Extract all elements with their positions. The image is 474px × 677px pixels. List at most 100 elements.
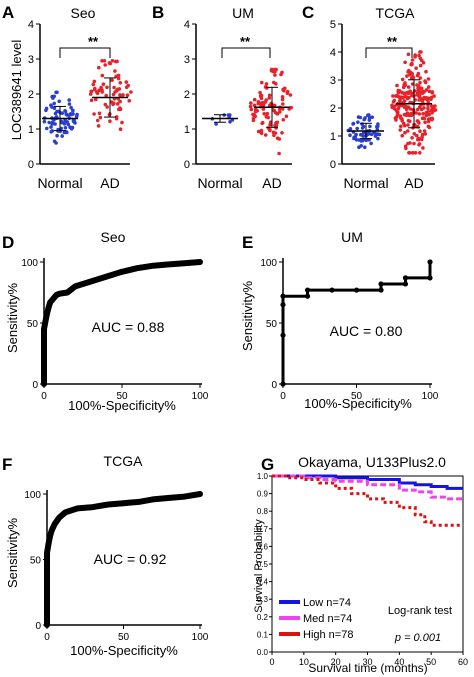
ad-point <box>118 106 122 110</box>
ad-point <box>259 128 264 133</box>
panel-b-points <box>202 67 294 156</box>
ad-point <box>428 97 433 101</box>
ad-point <box>267 93 272 98</box>
normal-point <box>60 134 64 138</box>
panel-label-e: E <box>242 233 253 252</box>
ad-point <box>281 118 286 122</box>
significance-bracket <box>221 47 271 58</box>
ad-point <box>421 112 425 116</box>
significance-bracket <box>59 47 111 58</box>
panel-c-points <box>346 50 438 155</box>
ad-point <box>430 116 435 121</box>
ad-point <box>417 94 422 98</box>
y-tick-label: 2 <box>184 89 190 101</box>
panel-e-title: UM <box>341 229 363 245</box>
ad-point <box>403 94 408 98</box>
normal-point <box>360 126 365 130</box>
normal-point <box>49 130 53 134</box>
ad-point <box>426 106 430 111</box>
y-tick-label: 0.6 <box>257 542 269 551</box>
ad-point <box>402 123 407 128</box>
ad-point <box>103 63 107 67</box>
ad-point <box>401 91 406 95</box>
ad-point <box>403 130 407 135</box>
ad-point <box>421 116 425 120</box>
normal-point <box>228 120 232 124</box>
ad-point <box>115 102 120 106</box>
legend-label-med: Med n=74 <box>303 613 352 625</box>
ad-point <box>127 99 131 103</box>
ad-point <box>249 107 254 112</box>
legend-label-high: High n=78 <box>303 629 353 641</box>
x-tick-label: 100 <box>422 391 439 402</box>
ad-point <box>248 104 253 109</box>
y-tick-label: 0.2 <box>257 613 269 622</box>
panel-g: G Okayama, U133Plus2.0 Survival Probabil… <box>253 454 468 675</box>
panel-e-roc: 0 50 100 0 50 100 <box>260 258 439 402</box>
ad-point <box>413 53 418 57</box>
y-tick-label: 4 <box>330 47 336 59</box>
ad-point <box>420 137 424 142</box>
ad-point <box>391 100 396 104</box>
ad-point <box>253 114 257 119</box>
ad-point <box>407 151 412 155</box>
ad-point <box>411 75 415 79</box>
normal-point <box>354 132 358 137</box>
normal-point <box>42 119 47 124</box>
normal-point <box>50 94 54 99</box>
roc-point <box>427 275 433 281</box>
km-curve-low <box>272 474 463 490</box>
normal-point <box>356 120 360 124</box>
normal-point <box>356 115 361 119</box>
panel-a-cat-ad: AD <box>100 175 119 191</box>
ad-point <box>99 85 103 90</box>
significance-bracket <box>365 47 413 58</box>
normal-point <box>57 99 61 104</box>
ad-point <box>414 66 418 70</box>
roc-point <box>378 281 384 287</box>
ad-point <box>107 61 112 65</box>
ad-point <box>93 86 97 91</box>
ad-point <box>400 77 405 82</box>
ad-point <box>260 80 264 85</box>
ad-point <box>118 99 122 104</box>
ad-point <box>96 124 101 128</box>
ad-point <box>97 65 101 70</box>
panel-b-axes: 0 1 2 3 4 <box>184 19 292 171</box>
ad-point <box>421 146 425 150</box>
panel-e-xlabel: 100%-Specificity% <box>304 396 412 411</box>
ad-point <box>280 95 285 99</box>
y-tick-label: 3 <box>184 54 190 66</box>
normal-point <box>54 141 58 145</box>
ad-point <box>129 90 133 94</box>
roc-point <box>402 275 409 281</box>
normal-point <box>363 116 367 120</box>
ad-point <box>416 119 420 123</box>
panel-f-auc: AUC = 0.92 <box>94 551 167 567</box>
ad-point <box>415 90 420 95</box>
ad-point <box>423 132 428 136</box>
ad-point <box>413 151 418 155</box>
ad-point <box>422 129 427 133</box>
panel-a-axes: 0 1 2 3 4 <box>28 19 130 171</box>
panel-f: F TCGA Sensitivity% 100%-Specificity% AU… <box>2 453 209 658</box>
ad-point <box>424 96 429 100</box>
panel-b-cat-normal: Normal <box>197 175 242 191</box>
roc-point <box>280 332 286 338</box>
ad-point <box>427 117 431 121</box>
ad-point <box>406 105 411 109</box>
ad-point <box>265 111 270 116</box>
ad-point <box>399 124 403 129</box>
normal-point <box>67 102 72 106</box>
y-tick-label: 0.8 <box>257 507 269 516</box>
y-tick-label: 4 <box>184 19 190 31</box>
panel-c-cat-ad: AD <box>404 175 423 191</box>
x-tick-label: 100 <box>192 632 209 643</box>
roc-point <box>378 287 384 293</box>
normal-point <box>70 125 75 130</box>
x-tick-label: 30 <box>362 657 372 667</box>
ad-point <box>97 111 102 116</box>
ad-point <box>259 96 264 101</box>
ad-point <box>124 85 129 90</box>
x-tick-label: 0 <box>44 632 50 643</box>
